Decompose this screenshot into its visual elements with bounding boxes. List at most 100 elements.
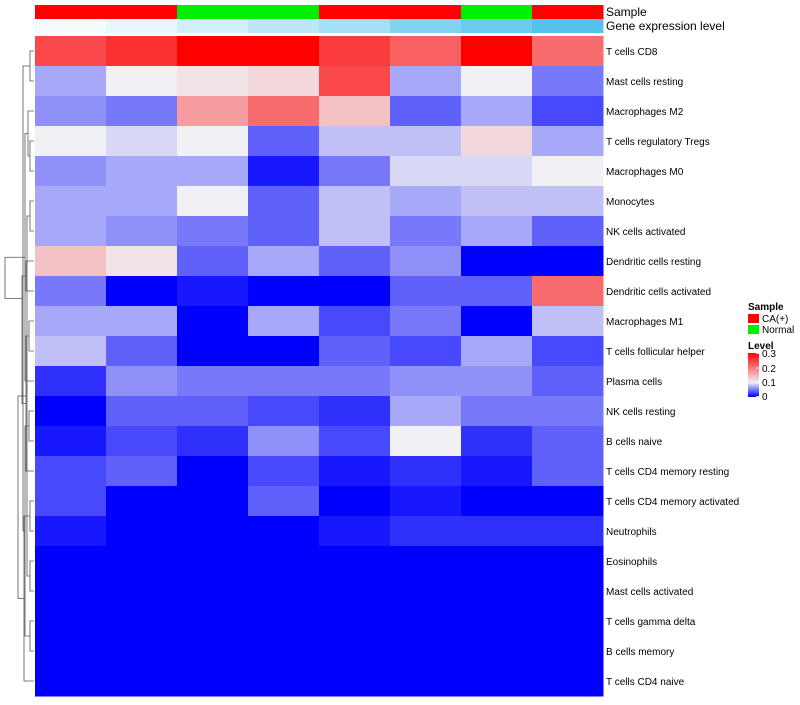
heatmap-cell [532, 336, 604, 367]
dendrogram-branch-5 [29, 500, 34, 532]
annotation-cell-1-1 [106, 19, 178, 33]
heatmap-cell [35, 456, 107, 487]
heatmap-cell [461, 396, 533, 427]
annotation-cell-1-2 [177, 19, 249, 33]
row-label: B cells naive [606, 437, 663, 448]
heatmap-cell [461, 576, 533, 607]
heatmap-cell [461, 636, 533, 667]
heatmap-cell [106, 576, 178, 607]
heatmap-cell [461, 126, 533, 157]
heatmap-cell [532, 96, 604, 127]
heatmap-cell [461, 276, 533, 307]
heatmap-cell [106, 186, 178, 217]
heatmap-cell [248, 666, 320, 697]
heatmap-cell [319, 246, 391, 277]
heatmap-cell [248, 276, 320, 307]
row-label: T cells CD4 memory activated [606, 497, 739, 508]
dendrogram-branch-7 [28, 410, 34, 442]
heatmap-cell [319, 66, 391, 97]
heatmap-cell [461, 66, 533, 97]
heatmap-cell [35, 666, 107, 697]
annotation-label-0: Sample [606, 5, 647, 19]
dendrogram-branch-15 [22, 65, 30, 532]
heatmap-cell [390, 546, 462, 577]
heatmap-cell [319, 336, 391, 367]
heatmap-cell [319, 276, 391, 307]
heatmap-cell [177, 576, 249, 607]
annotation-cell-1-3 [248, 19, 320, 33]
annotation-cell-1-4 [319, 19, 391, 33]
dendrogram-branch-0 [29, 50, 34, 82]
heatmap-cell [35, 546, 107, 577]
heatmap-cell [532, 516, 604, 547]
legend-swatch-normal [748, 325, 759, 334]
heatmap-cell [319, 306, 391, 337]
heatmap-cell [177, 246, 249, 277]
heatmap-cell [177, 366, 249, 397]
annotation-label-1: Gene expression level [606, 19, 725, 33]
heatmap-cell [319, 96, 391, 127]
heatmap-cell [106, 456, 178, 487]
heatmap-cell [532, 576, 604, 607]
row-label: Macrophages M0 [606, 167, 684, 178]
heatmap-cell [35, 216, 107, 247]
row-label: T cells CD4 memory resting [606, 467, 729, 478]
level-legend-title: Level [748, 341, 774, 352]
row-label: Mast cells activated [606, 587, 693, 598]
dendrogram-branch-1 [29, 140, 34, 172]
heatmap-cell [532, 396, 604, 427]
heatmap-cell [319, 636, 391, 667]
heatmap-cell [248, 186, 320, 217]
heatmap-cell [248, 216, 320, 247]
heatmap-cell [35, 366, 107, 397]
row-label: NK cells resting [606, 407, 675, 418]
heatmap-cell [35, 66, 107, 97]
heatmap-cell [390, 306, 462, 337]
level-label-03: 0.3 [762, 349, 776, 360]
heatmap-cell [390, 336, 462, 367]
heatmap-cell [248, 336, 320, 367]
heatmap-cell [35, 336, 107, 367]
heatmap-cell [532, 486, 604, 517]
heatmap-cell [461, 156, 533, 187]
dendrogram-branch-18 [4, 256, 25, 299]
heatmap-cell [319, 156, 391, 187]
heatmap-cell [390, 606, 462, 637]
row-label: Monocytes [606, 197, 654, 208]
heatmap-cell [532, 216, 604, 247]
dendrogram-branch-2 [29, 200, 34, 232]
heatmap-cell [177, 126, 249, 157]
heatmap-cell [248, 456, 320, 487]
legend-label-ca: CA(+) [762, 314, 788, 325]
heatmap-cell [461, 306, 533, 337]
heatmap-cell [248, 366, 320, 397]
heatmap-cell [319, 546, 391, 577]
annotation-cell-0-6 [461, 5, 533, 19]
heatmap-cell [35, 276, 107, 307]
row-dendrogram [4, 50, 34, 682]
heatmap-cell [248, 36, 320, 67]
heatmap-cell [35, 606, 107, 637]
annotation-cell-0-7 [532, 5, 604, 19]
heatmap-cell [177, 426, 249, 457]
level-label-02: 0.2 [762, 364, 776, 375]
legend: Sample CA(+) Normal Level 0.3 0.2 0.1 0 [748, 302, 794, 403]
annotation-cell-0-0 [35, 5, 107, 19]
heatmap-cell [248, 306, 320, 337]
heatmap-cell [177, 396, 249, 427]
heatmap-cell [177, 486, 249, 517]
dendrogram-branch-8 [27, 110, 34, 157]
heatmap-cell [319, 576, 391, 607]
heatmap-cell [390, 396, 462, 427]
heatmap-cell [248, 606, 320, 637]
heatmap-cell [532, 456, 604, 487]
heatmap-cell [461, 606, 533, 637]
row-label: T cells regulatory Tregs [606, 137, 710, 148]
row-label: T cells CD8 [606, 47, 658, 58]
annotation-cell-1-0 [35, 19, 107, 33]
annotation-cell-1-7 [532, 19, 604, 33]
heatmap-cell [532, 66, 604, 97]
heatmap-cell [177, 456, 249, 487]
heatmap-cell [35, 516, 107, 547]
